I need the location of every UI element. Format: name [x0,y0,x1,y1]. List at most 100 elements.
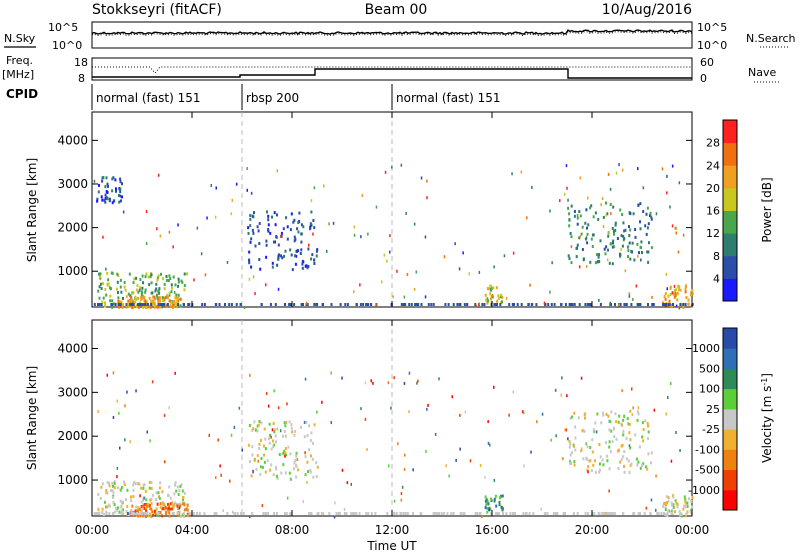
echo-cell [173,291,176,294]
echo-cell [178,489,181,493]
echo-cell [171,512,174,515]
echo-cell [159,481,162,485]
echo-cell [567,437,569,441]
echo-cell [126,488,129,492]
echo-cell [684,284,687,288]
echo-cell [141,274,144,278]
echo-cell [297,468,300,472]
echo-cell [106,283,109,287]
echo-cell [613,512,616,515]
echo-cell [312,219,315,222]
echo-cell [549,290,551,294]
echo-cell [426,179,428,183]
echo-cell [164,460,166,464]
echo-cell [283,421,286,425]
velocity-ylabel: Slant Range [km] [25,366,39,470]
echo-cell [93,179,96,183]
echo-cell [305,420,308,424]
echo-cell [619,254,622,258]
echo-cell [141,286,144,290]
echo-cell [137,305,140,309]
echo-cell [133,277,136,281]
echo-cell [628,225,630,229]
echo-cell [366,448,368,451]
echo-cell [137,296,139,300]
echo-cell [264,447,267,451]
echo-cell [266,459,269,463]
echo-cell [648,241,650,245]
echo-cell [419,512,422,515]
echo-cell [640,258,642,262]
echo-cell [310,454,312,458]
echo-cell [311,253,314,257]
echo-cell [146,505,149,509]
echo-cell [315,461,318,465]
echo-cell [608,261,611,265]
echo-cell [607,248,609,252]
echo-cell [582,258,585,262]
echo-cell [365,303,368,306]
echo-cell [116,272,119,276]
echo-cell [105,176,108,180]
echo-cell [580,376,583,380]
echo-cell [606,459,609,463]
echo-cell [238,406,241,410]
echo-cell [608,445,611,449]
echo-cell [183,512,185,515]
echo-cell [647,424,650,428]
echo-cell [300,232,303,236]
echo-cell [353,225,355,229]
echo-cell [284,447,287,450]
echo-cell [561,376,563,380]
echo-cell [587,465,590,468]
echo-cell [296,227,299,231]
echo-cell [339,303,342,306]
echo-cell [150,514,153,518]
echo-cell [622,221,625,225]
echo-cell [589,303,592,306]
echo-cell [110,303,113,306]
echo-cell [116,508,119,512]
echo-cell [147,275,150,279]
colorbar-tick-label: 500 [699,362,720,375]
echo-cell [646,421,649,425]
echo-cell [580,232,583,236]
echo-cell [596,253,598,257]
echo-cell [602,512,605,515]
echo-cell [112,491,115,495]
echo-cell [400,498,403,502]
echo-cell [584,221,587,225]
echo-cell [142,296,145,300]
echo-cell [158,495,160,499]
echo-cell [624,228,627,232]
echo-cell [175,296,178,300]
echo-cell [170,290,173,294]
echo-cell [617,467,620,470]
echo-cell [150,281,153,285]
echo-cell [151,510,154,514]
echo-cell [156,502,159,506]
echo-cell [605,441,607,445]
echo-cell [579,176,581,180]
echo-cell [154,509,156,513]
echo-cell [642,186,645,190]
echo-cell [270,463,273,467]
echo-cell [250,237,253,241]
echo-cell [563,192,566,196]
echo-cell [108,484,111,488]
echo-cell [599,303,602,306]
echo-cell [669,285,672,289]
echo-cell [249,217,252,221]
echo-cell [170,283,173,287]
echo-cell [605,213,607,217]
echo-cell [556,512,559,515]
echo-cell [676,291,679,295]
echo-cell [432,303,435,306]
echo-cell [641,251,643,254]
echo-cell [282,463,285,467]
echo-cell [214,303,217,306]
colorbar-segment [723,429,737,450]
echo-cell [569,442,572,446]
echo-cell [125,305,128,309]
echo-cell [269,468,272,472]
